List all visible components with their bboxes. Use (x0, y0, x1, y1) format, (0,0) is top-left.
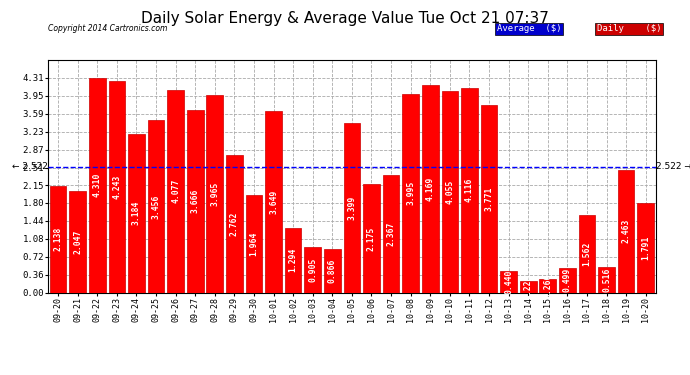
Text: 3.184: 3.184 (132, 201, 141, 225)
Bar (50, 186, 66, 292)
Bar (520, 281, 537, 292)
Text: 1.964: 1.964 (250, 231, 259, 256)
Bar (383, 175, 400, 292)
Text: 3.649: 3.649 (269, 189, 278, 214)
Text: Daily    ($): Daily ($) (597, 24, 661, 33)
Bar (461, 88, 477, 292)
Text: 1.791: 1.791 (641, 236, 650, 260)
Bar (540, 279, 556, 292)
Text: 2.367: 2.367 (386, 221, 395, 246)
Bar (304, 248, 321, 292)
Text: 0.266: 0.266 (543, 274, 552, 298)
Bar (442, 91, 458, 292)
Text: 2.762: 2.762 (230, 211, 239, 236)
Text: 3.399: 3.399 (347, 196, 357, 220)
Bar (148, 120, 164, 292)
Text: 3.456: 3.456 (152, 194, 161, 219)
Bar (344, 123, 360, 292)
Text: Daily Solar Energy & Average Value Tue Oct 21 07:37: Daily Solar Energy & Average Value Tue O… (141, 11, 549, 26)
Bar (618, 170, 634, 292)
Text: Copyright 2014 Cartronics.com: Copyright 2014 Cartronics.com (48, 24, 168, 33)
Bar (579, 215, 595, 292)
Bar (108, 81, 125, 292)
Text: 0.516: 0.516 (602, 267, 611, 292)
Bar (246, 195, 262, 292)
Text: Average  ($): Average ($) (497, 24, 561, 33)
Text: 2.522 →: 2.522 → (656, 162, 690, 171)
Bar (89, 78, 106, 292)
Text: 1.562: 1.562 (582, 242, 591, 266)
Bar (559, 268, 575, 292)
Bar (70, 190, 86, 292)
Text: 0.866: 0.866 (328, 259, 337, 283)
Bar (598, 267, 615, 292)
Text: 2.463: 2.463 (622, 219, 631, 243)
Bar (285, 228, 302, 292)
Text: ← 2.522: ← 2.522 (12, 162, 48, 171)
Bar (187, 110, 204, 292)
Bar (324, 249, 341, 292)
Bar (167, 90, 184, 292)
Text: 4.310: 4.310 (92, 173, 101, 197)
Text: 4.077: 4.077 (171, 179, 180, 203)
Text: 2.175: 2.175 (367, 226, 376, 251)
Bar (638, 203, 654, 292)
Text: 2.138: 2.138 (54, 227, 63, 252)
Text: 3.771: 3.771 (484, 186, 493, 211)
Text: 4.116: 4.116 (465, 178, 474, 202)
Text: 4.169: 4.169 (426, 177, 435, 201)
Bar (226, 155, 243, 292)
Bar (265, 111, 282, 292)
Text: 4.055: 4.055 (445, 179, 454, 204)
Bar (500, 271, 517, 292)
Bar (363, 184, 380, 292)
Text: 0.499: 0.499 (563, 268, 572, 292)
Bar (481, 105, 497, 292)
Bar (402, 94, 419, 292)
Text: 3.965: 3.965 (210, 182, 219, 206)
Bar (206, 95, 223, 292)
Text: 2.047: 2.047 (73, 230, 82, 254)
Text: 0.905: 0.905 (308, 258, 317, 282)
Text: 3.995: 3.995 (406, 181, 415, 205)
Text: 3.666: 3.666 (190, 189, 199, 213)
Text: 0.440: 0.440 (504, 269, 513, 294)
Bar (128, 134, 145, 292)
Text: 0.228: 0.228 (524, 274, 533, 299)
Text: 1.294: 1.294 (288, 248, 297, 273)
Bar (422, 85, 439, 292)
Text: 4.243: 4.243 (112, 175, 121, 199)
